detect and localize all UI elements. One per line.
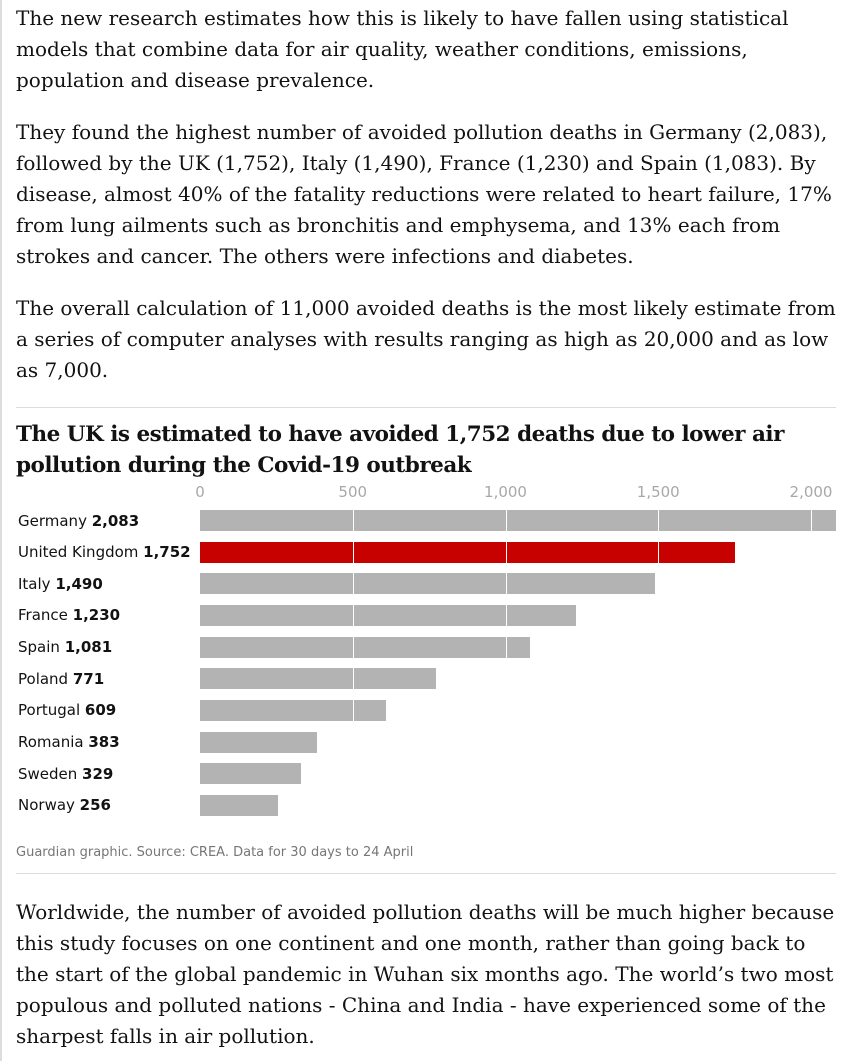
- bar-spain: [200, 636, 531, 658]
- bar-label: France 1,230: [18, 606, 121, 625]
- paragraph-2: They found the highest number of avoided…: [16, 120, 832, 268]
- x-axis-tick-label: 500: [338, 483, 368, 501]
- bar-norway: [200, 794, 279, 816]
- x-axis-tick-label: 1,500: [636, 483, 680, 501]
- bar-label: Romania 383: [18, 733, 120, 752]
- chart-title: The UK is estimated to have avoided 1,75…: [16, 422, 784, 478]
- bar-value-label: 1,081: [64, 638, 113, 657]
- bar-value-label: 383: [88, 733, 120, 752]
- bar-label: Norway 256: [18, 796, 111, 815]
- bar-value-label: 771: [72, 669, 105, 688]
- bar-value-label: 329: [82, 764, 114, 783]
- bar-france: [200, 604, 576, 626]
- bar-value-label: 609: [84, 701, 117, 720]
- chart-top-divider: [16, 407, 836, 408]
- chart-bottom-divider: [16, 873, 836, 874]
- gridline: [658, 509, 660, 819]
- paragraph-4: Worldwide, the number of avoided polluti…: [16, 900, 835, 1048]
- bar-portugal: [200, 699, 387, 721]
- x-axis-tick-label: 1,000: [484, 483, 527, 501]
- bar-label: Spain 1,081: [18, 638, 113, 657]
- bar-poland: [200, 668, 436, 690]
- chart-source: Guardian graphic. Source: CREA. Data for…: [16, 845, 414, 860]
- bar-italy: [200, 573, 656, 595]
- x-axis-tick-label: 2,000: [789, 483, 833, 501]
- bar-label: Germany 2,083: [18, 511, 140, 530]
- bar-value-label: 1,230: [72, 606, 121, 625]
- paragraph-3: The overall calculation of 11,000 avoide…: [16, 296, 836, 382]
- bar-label: Portugal 609: [18, 701, 117, 720]
- bar-label: Poland 771: [18, 669, 105, 688]
- bar-value-label: 1,490: [55, 574, 103, 593]
- gridline: [505, 509, 507, 819]
- bar-value-label: 2,083: [91, 511, 140, 530]
- bar-chart: 0 500 1,000 1,500 2,000 Germany 2,083 United K…: [16, 476, 846, 826]
- bar-sweden: [200, 763, 301, 785]
- bar-value-label: 256: [79, 796, 111, 815]
- paragraph-1: The new research estimates how this is l…: [16, 6, 789, 92]
- bar-label: Italy 1,490: [18, 574, 103, 593]
- bar-value-label: 1,752: [143, 543, 191, 562]
- bar-label: Sweden 329: [18, 764, 114, 783]
- x-axis-tick-label: 0: [195, 483, 205, 501]
- bar-united-kingdom: [200, 541, 736, 563]
- bar-germany: [200, 510, 837, 531]
- bar-romania: [200, 731, 317, 753]
- bar-label: United Kingdom 1,752: [18, 543, 191, 562]
- gridline: [352, 509, 354, 819]
- gridline: [811, 509, 812, 819]
